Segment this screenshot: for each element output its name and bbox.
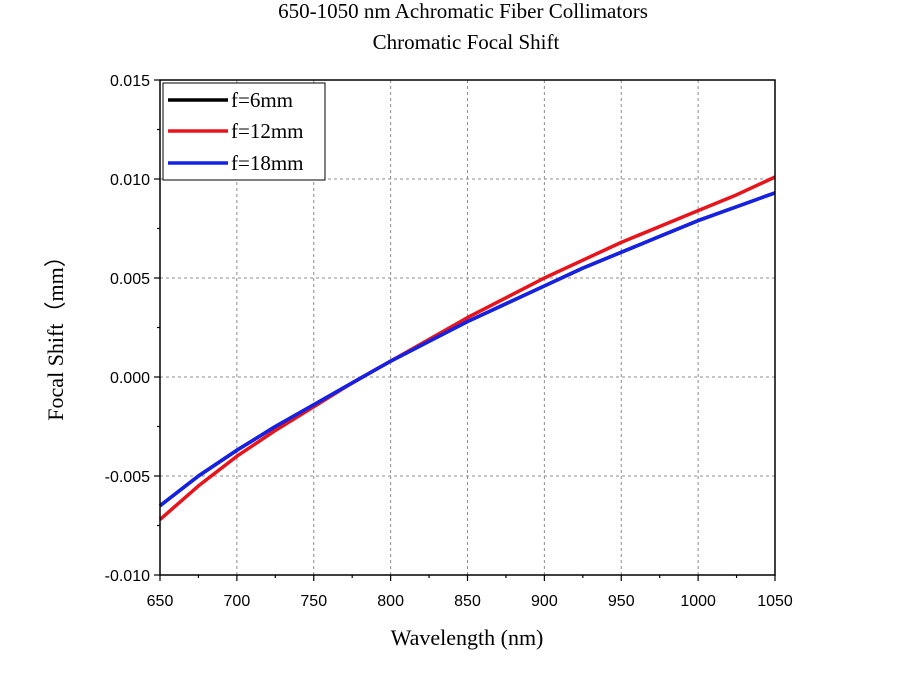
y-tick-label: 0.000 — [110, 370, 150, 387]
x-tick-label: 900 — [531, 593, 558, 610]
series-line-f12 — [158, 175, 776, 521]
y-tick-label: 0.005 — [110, 271, 150, 288]
x-tick-label: 800 — [377, 593, 404, 610]
x-tick-label: 700 — [224, 593, 251, 610]
x-tick-label: 950 — [608, 593, 635, 610]
legend-label-f12: f=12mm — [231, 119, 304, 143]
x-tick-label: 850 — [454, 593, 481, 610]
x-tick-label: 1000 — [680, 593, 716, 610]
legend-label-f6: f=6mm — [231, 88, 293, 112]
chart-title: 650-1050 nm Achromatic Fiber Collimators — [278, 0, 648, 23]
y-tick-label: 0.015 — [110, 73, 150, 90]
chart-subtitle: Chromatic Focal Shift — [373, 30, 560, 54]
legend: f=6mm f=12mm f=18mm — [162, 82, 326, 181]
y-tick-label: 0.010 — [110, 172, 150, 189]
x-axis-label: Wavelength (nm) — [391, 625, 544, 650]
series-layer — [158, 175, 776, 521]
y-axis-label: Focal Shift（mm） — [43, 245, 68, 420]
x-tick-label: 1050 — [757, 593, 793, 610]
series-line-f18 — [158, 191, 776, 508]
x-tick-label: 750 — [300, 593, 327, 610]
y-tick-label: -0.005 — [105, 469, 150, 486]
y-tick-label: -0.010 — [105, 568, 150, 585]
legend-label-f18: f=18mm — [231, 151, 304, 175]
x-tick-label: 650 — [147, 593, 174, 610]
axis-ticks: 650 700 750 800 850 900 950 1000 1050 -0.010 -0.00… — [105, 73, 793, 610]
